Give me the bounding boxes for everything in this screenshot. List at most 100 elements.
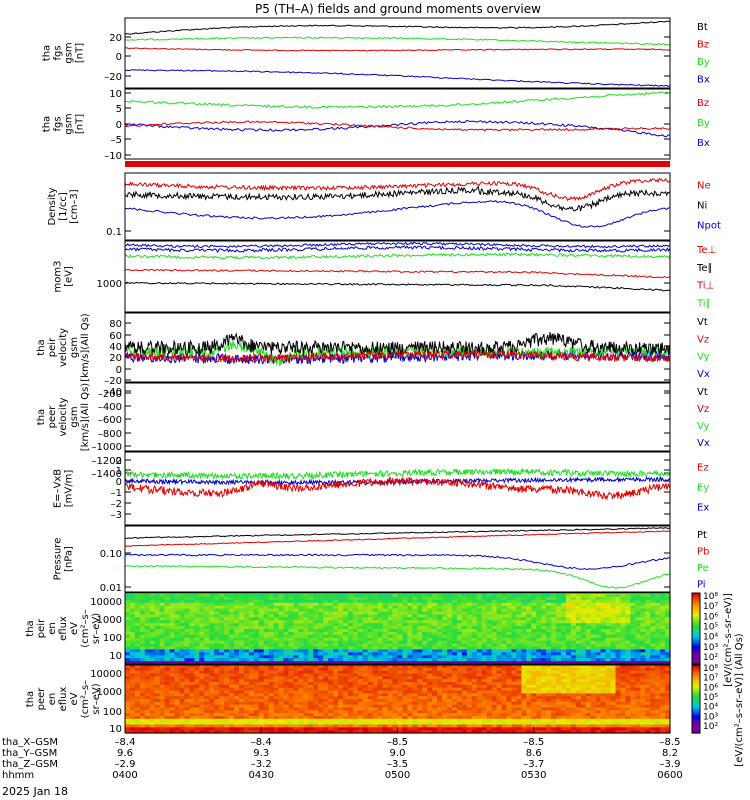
spectrogram-cell: [531, 594, 537, 598]
spectrogram-cell: [402, 594, 409, 598]
y-tick-label: 1: [116, 466, 122, 477]
spectrogram-cell: [357, 718, 364, 723]
spectrogram-cell: [164, 643, 171, 648]
spectrogram-cell: [130, 594, 136, 598]
spectrogram-cell: [219, 643, 225, 648]
spectrogram-cell: [536, 718, 542, 723]
spectrogram-cell: [471, 693, 478, 697]
y-axis-label: gsm: [64, 113, 75, 134]
spectrogram-cell: [536, 649, 542, 653]
spectrogram-cell: [481, 718, 488, 723]
spectrogram-cell: [239, 676, 245, 680]
spectrogram-cell: [481, 596, 488, 601]
spectrogram-cell: [357, 608, 364, 613]
spectrogram-cell: [328, 687, 334, 692]
spectrogram-cell: [154, 687, 161, 692]
spectrogram-cell: [288, 623, 295, 627]
spectrogram-cell: [437, 661, 443, 665]
spectrogram-cell: [248, 707, 255, 711]
spectrogram-cell: [367, 724, 374, 728]
spectrogram-cell: [496, 687, 503, 692]
spectrogram-cell: [298, 676, 304, 680]
spectrogram-cell: [481, 730, 488, 734]
spectrogram-cell: [343, 614, 349, 618]
spectrogram-cell: [486, 617, 493, 621]
spectrogram-cell: [466, 649, 473, 653]
y-tick-label: –2: [111, 499, 122, 510]
spectrogram-cell: [293, 611, 300, 615]
spectrogram-cell: [590, 620, 597, 624]
spectrogram-cell: [367, 614, 374, 618]
spectrogram-cell: [139, 637, 146, 642]
spectrogram-cell: [258, 701, 265, 706]
spectrogram-cell: [159, 730, 166, 734]
spectrogram-cell: [367, 690, 374, 694]
spectrogram-cell: [392, 727, 399, 731]
spectrogram-cell: [219, 679, 225, 683]
spectrogram-cell: [258, 623, 265, 627]
spectrogram-cell: [422, 637, 428, 642]
spectrogram-cell: [412, 670, 418, 675]
spectrogram-cell: [224, 713, 230, 717]
spectrogram-cell: [457, 721, 463, 726]
spectrogram-cell: [437, 718, 443, 723]
spectrogram-cell: [501, 652, 508, 656]
spectrogram-cell: [402, 646, 409, 650]
spectrogram-cell: [348, 643, 354, 648]
spectrogram-cell: [377, 634, 384, 639]
spectrogram-cell: [461, 620, 468, 624]
spectrogram-cell: [412, 716, 418, 720]
spectrogram-cell: [566, 652, 572, 656]
spectrogram-cell: [323, 640, 329, 645]
spectrogram-cell: [125, 634, 131, 639]
spectrogram-cell: [491, 730, 498, 734]
spectrogram-cell: [377, 602, 384, 607]
spectrogram-cell: [263, 594, 270, 598]
spectrogram-cell: [447, 620, 453, 624]
spectrogram-cell: [620, 594, 627, 598]
spectrogram-cell: [551, 679, 557, 683]
spectrogram-cell: [204, 690, 210, 694]
spectrogram-cell: [243, 721, 250, 726]
spectrogram-cell: [352, 614, 359, 618]
spectrogram-cell: [392, 661, 399, 665]
spectrogram-cell: [278, 643, 285, 648]
spectrogram-cell: [343, 696, 349, 700]
spectrogram-cell: [224, 696, 230, 700]
spectrogram-cell: [566, 658, 572, 662]
spectrogram-cell: [620, 611, 627, 615]
spectrogram-cell: [461, 608, 468, 613]
spectrogram-cell: [323, 637, 329, 642]
spectrogram-cell: [219, 684, 225, 689]
spectrogram-cell: [640, 614, 646, 618]
spectrogram-cell: [154, 701, 161, 706]
spectrogram-cell: [461, 673, 468, 677]
spectrogram-cell: [323, 704, 329, 709]
spectrogram-cell: [204, 596, 210, 601]
spectrogram-cell: [506, 646, 513, 650]
spectrogram-cell: [149, 670, 156, 675]
spectrogram-cell: [516, 623, 522, 627]
spectrogram-cell: [154, 629, 161, 633]
spectrogram-cell: [372, 602, 379, 607]
spectrogram-cell: [660, 655, 666, 659]
spectrogram-cell: [615, 602, 622, 607]
spectrogram-cell: [174, 701, 181, 706]
spectrogram-cell: [466, 701, 473, 706]
spectrogram-cell: [229, 682, 235, 686]
spectrogram-cell: [402, 696, 409, 700]
y-tick-label: 0: [116, 120, 122, 131]
spectrogram-cell: [665, 626, 671, 630]
spectrogram-cell: [154, 724, 161, 728]
spectrogram-cell: [134, 682, 141, 686]
spectrogram-cell: [293, 626, 300, 630]
spectrogram-cell: [595, 652, 602, 656]
spectrogram-cell: [427, 690, 433, 694]
spectrogram-cell: [243, 649, 250, 653]
spectrogram-cell: [125, 724, 131, 728]
spectrogram-cell: [338, 716, 344, 720]
spectrogram-cell: [620, 602, 627, 607]
spectrogram-cell: [536, 661, 542, 665]
spectrogram-cell: [417, 623, 423, 627]
spectrogram-cell: [442, 655, 448, 659]
